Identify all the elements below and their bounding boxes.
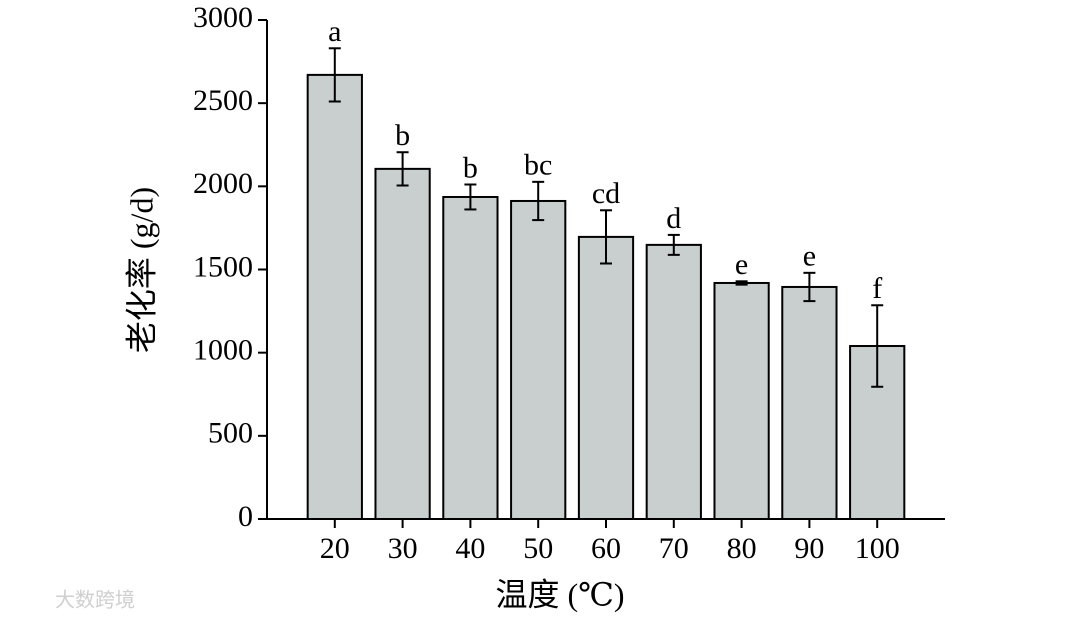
error-bar	[532, 180, 545, 222]
x-tick-label: 30	[388, 532, 418, 565]
x-tick-label: 20	[320, 532, 350, 565]
significance-letter: e	[735, 248, 748, 281]
bar	[510, 199, 567, 520]
significance-letter: b	[395, 119, 410, 152]
y-tick-label: 1000	[193, 334, 253, 367]
significance-letter: e	[803, 240, 816, 273]
error-bar	[464, 183, 477, 211]
y-tick-label: 1500	[193, 250, 253, 283]
significance-letter: cd	[592, 177, 620, 210]
error-bar	[735, 280, 748, 286]
x-axis-label: 温度 (℃)	[495, 576, 624, 612]
x-tick-label: 50	[523, 532, 553, 565]
x-tick-label: 40	[455, 532, 485, 565]
y-tick-label: 3000	[193, 1, 253, 34]
bar	[306, 73, 363, 520]
error-bar	[600, 209, 612, 265]
x-tick-label: 80	[727, 532, 757, 565]
error-bar	[396, 151, 409, 187]
error-bar	[667, 233, 680, 256]
bar	[577, 235, 635, 520]
y-tick-label: 2500	[193, 84, 253, 117]
error-bar	[328, 47, 341, 103]
x-tick-label: 60	[591, 532, 621, 565]
y-axis-label: 老化率 (g/d)	[123, 187, 159, 353]
bar	[781, 285, 838, 520]
error-bar	[803, 271, 816, 303]
x-tick-label: 90	[794, 532, 824, 565]
bar	[442, 195, 499, 520]
bar	[374, 167, 431, 520]
significance-letter: d	[666, 202, 681, 235]
significance-letter: f	[872, 272, 882, 305]
significance-letter: bc	[524, 149, 552, 182]
bar	[713, 281, 770, 520]
bar	[645, 243, 702, 520]
significance-letter: a	[328, 15, 341, 48]
error-bar	[871, 304, 884, 388]
x-tick-label: 70	[659, 532, 689, 565]
x-tick-label: 100	[855, 532, 900, 565]
watermark: 大数跨境	[55, 588, 135, 612]
y-tick-label: 0	[238, 500, 253, 533]
y-tick-label: 500	[208, 417, 253, 450]
significance-letter: b	[463, 151, 478, 184]
y-tick-label: 2000	[193, 167, 253, 200]
